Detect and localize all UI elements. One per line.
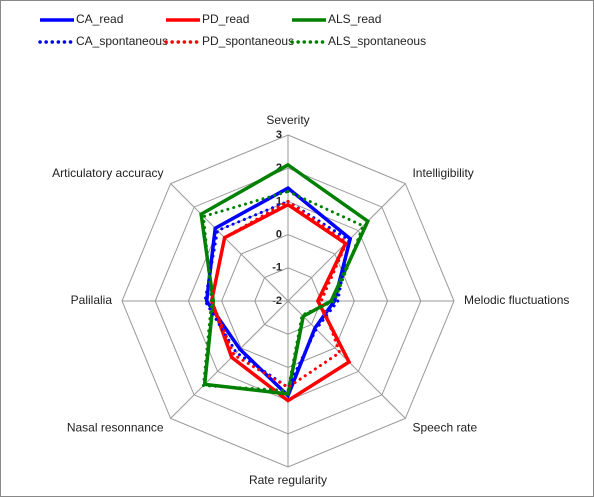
axis-label: Palilalia — [71, 293, 113, 307]
spoke — [170, 300, 289, 419]
r-tick-label: 0 — [276, 229, 282, 241]
axis-label: Rate regularity — [249, 473, 327, 487]
series-line — [199, 162, 371, 396]
axis-label: Intelligibility — [412, 166, 473, 180]
series-line — [209, 202, 352, 403]
axis-label: Nasal resonnance — [67, 420, 164, 434]
axis-label: Melodic fluctuations — [464, 293, 569, 307]
r-tick-label: 3 — [276, 129, 282, 141]
legend-label: ALS_read — [328, 12, 381, 26]
spoke — [170, 183, 289, 302]
series-line — [210, 199, 349, 390]
legend-label: ALS_spontaneous — [328, 34, 426, 48]
axis-label: Severity — [266, 113, 309, 127]
axis-label: Articulatory accuracy — [52, 166, 163, 180]
series-line — [201, 189, 366, 393]
legend-label: PD_spontaneous — [202, 34, 294, 48]
legend-label: CA_read — [76, 12, 123, 26]
axis-label: Speech rate — [412, 420, 477, 434]
series-line — [203, 199, 351, 390]
legend-label: PD_read — [202, 12, 249, 26]
r-tick-label: -1 — [272, 262, 282, 274]
legend-label: CA_spontaneous — [76, 34, 168, 48]
r-tick-label: 1 — [276, 195, 282, 207]
